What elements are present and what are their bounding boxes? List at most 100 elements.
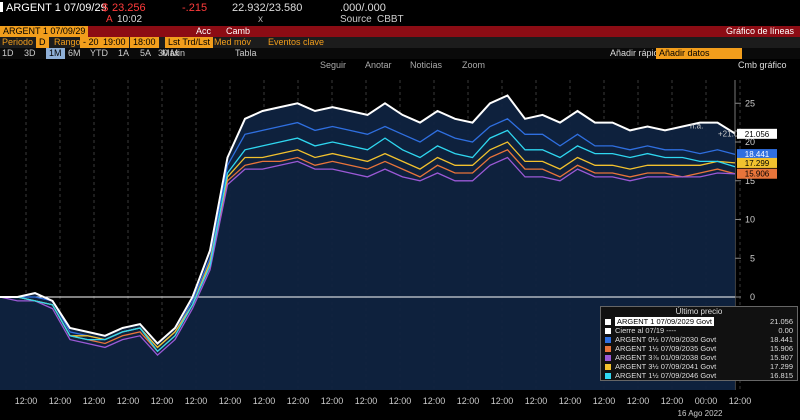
legend-name: ARGENT 0½ 07/09/2030 Govt	[615, 335, 717, 344]
x-tick-label: 12:00	[287, 396, 310, 406]
last-value-tag-label: 17.299	[745, 159, 770, 168]
last-value-tag	[737, 168, 777, 179]
x-tick-label: 12:00	[729, 396, 752, 406]
range-bar: 1D 3D 1M 6M YTD 1A 5A Máx 30 Min Tabla Añadir r…	[0, 48, 800, 59]
range-button-ytd[interactable]: YTD	[90, 48, 108, 58]
series-line	[0, 129, 736, 353]
legend-swatch	[605, 328, 611, 334]
last-trade-time: 10:02	[117, 14, 143, 25]
legend-item[interactable]: ARGENT 0½ 07/09/2030 Govt 18.441	[601, 335, 797, 344]
range-button-5a[interactable]: 5A	[140, 48, 152, 58]
chart-toolbar: Seguir Anotar Noticias Zoom Cmb gráfico	[0, 59, 800, 71]
legend-item[interactable]: ARGENT 1½ 07/09/2046 Govt 16.815	[601, 371, 797, 380]
legend-value: 15.907	[770, 353, 793, 362]
x-tick-label: 12:00	[185, 396, 208, 406]
ticker-label[interactable]: ARGENT 1 07/09/29	[6, 2, 107, 14]
legend-item[interactable]: ARGENT 1 07/09/2029 Govt 21.056	[601, 317, 797, 326]
range-button-máx[interactable]: Máx	[162, 48, 180, 58]
period-select[interactable]: D	[36, 37, 49, 48]
x-tick-label: 00:00	[695, 396, 718, 406]
last-value-tag	[737, 128, 777, 139]
series-line	[0, 149, 736, 353]
source-value: CBBT	[377, 14, 404, 25]
legend-value: 15.906	[770, 344, 793, 353]
legend-swatch	[605, 337, 611, 343]
range-label: Rango	[54, 37, 81, 47]
line-chart[interactable]: 12:00 12:00 12:00 12:00 12:00 12:00 12:00 12:00…	[0, 72, 800, 420]
title-bar: ARGENT 1 07/09/29 Acc Camb Gráfico de lí…	[0, 26, 800, 37]
last-value-tag-label: 15.906	[745, 170, 770, 179]
y-tick-label: 10	[745, 215, 755, 225]
x-tick-label: 12:00	[389, 396, 412, 406]
range-button-1a[interactable]: 1A	[118, 48, 130, 58]
legend-name: Cierre al 07/19 ----	[615, 326, 677, 335]
x-tick-label: 12:00	[253, 396, 276, 406]
legend-item[interactable]: ARGENT 1½ 07/09/2035 Govt 15.906	[601, 344, 797, 353]
add-data-field[interactable]: Añadir datos	[656, 48, 742, 59]
field-select[interactable]: Lst Trd/Lst	[165, 37, 214, 48]
ticker-marker	[0, 2, 3, 12]
annotate-button[interactable]: Anotar	[365, 60, 392, 70]
period-label: Periodo	[2, 37, 34, 47]
x-tick-label: 12:00	[661, 396, 684, 406]
actions-menu[interactable]: Acc	[196, 26, 212, 36]
legend-swatch	[605, 355, 611, 361]
time-from-field[interactable]: 19:00	[100, 37, 129, 48]
y-tick-label: 20	[745, 137, 755, 147]
legend-name: ARGENT 1½ 07/09/2046 Govt	[615, 371, 717, 380]
legend-value: 0.00	[778, 326, 793, 335]
bid-ask: 22.932/23.580	[232, 2, 303, 14]
y-tick-label: 5	[750, 253, 755, 263]
price-change: -.215	[182, 2, 208, 14]
x-tick-label: 12:00	[593, 396, 616, 406]
range-button-1d[interactable]: 1D	[2, 48, 14, 58]
moving-average-toggle[interactable]: Med móv	[214, 37, 252, 47]
bid-ask-sizes: .000/.000	[340, 2, 386, 14]
time-to-field[interactable]: 18:00	[130, 37, 159, 48]
x-tick-label: 12:00	[457, 396, 480, 406]
range-field[interactable]: - 20	[80, 37, 102, 48]
legend-swatch	[605, 364, 611, 370]
legend-item[interactable]: ARGENT 3½ 07/09/2041 Govt 17.299	[601, 362, 797, 371]
legend-title: Último precio	[675, 307, 723, 316]
legend-name: ARGENT 1½ 07/09/2035 Govt	[615, 344, 717, 353]
legend-value: 18.441	[770, 335, 793, 344]
add-quick-button[interactable]: Añadir rápic	[610, 48, 659, 58]
legend-swatch	[605, 319, 611, 325]
zoom-button[interactable]: Zoom	[462, 60, 486, 70]
legend-value: 21.056	[770, 317, 793, 326]
quote-header: ARGENT 1 07/09/29 $ 23.256 -.215 22.932/…	[0, 0, 800, 26]
x-tick-label: 12:00	[49, 396, 72, 406]
y-tick-label: 25	[745, 98, 755, 108]
last-value-tag-label: 18.441	[745, 150, 770, 159]
last-value-tag-label: 21.056	[745, 130, 770, 139]
range-button-3d[interactable]: 3D	[24, 48, 36, 58]
legend-swatch	[605, 346, 611, 352]
key-events-toggle[interactable]: Eventos clave	[268, 37, 325, 47]
chart-title: Gráfico de líneas	[725, 26, 794, 36]
range-button-6m[interactable]: 6M	[68, 48, 81, 58]
x-tick-label: 12:00	[491, 396, 514, 406]
x-tick-label: 12:00	[83, 396, 106, 406]
change-chart-button[interactable]: Cmb gráfico	[738, 60, 787, 70]
legend-item[interactable]: ARGENT 3⅞ 01/09/2038 Govt 15.907	[601, 353, 797, 362]
x-tick-label: 12:00	[423, 396, 446, 406]
price-prefix: $	[102, 2, 109, 14]
x-tick-label: 12:00	[321, 396, 344, 406]
follow-button[interactable]: Seguir	[320, 60, 347, 70]
x-tick-label: 12:00	[525, 396, 548, 406]
change-menu[interactable]: Camb	[226, 26, 251, 36]
interval-select[interactable]: 30 Min	[158, 48, 186, 58]
range-button-1m[interactable]: 1M	[46, 48, 65, 59]
last-price: 23.256	[112, 2, 146, 14]
legend-item[interactable]: Cierre al 07/19 ---- 0.00	[601, 326, 797, 335]
last-value-tag	[737, 157, 777, 168]
legend-name: ARGENT 3⅞ 01/09/2038 Govt	[615, 353, 717, 362]
x-tick-label: 12:00	[117, 396, 140, 406]
news-button[interactable]: Noticias	[410, 60, 443, 70]
y-tick-label: 0	[750, 292, 755, 302]
security-field[interactable]: ARGENT 1 07/09/29	[0, 26, 89, 37]
x-tick-label: 12:00	[559, 396, 582, 406]
bid-ask-separator: x	[258, 14, 263, 25]
table-button[interactable]: Tabla	[235, 48, 257, 58]
